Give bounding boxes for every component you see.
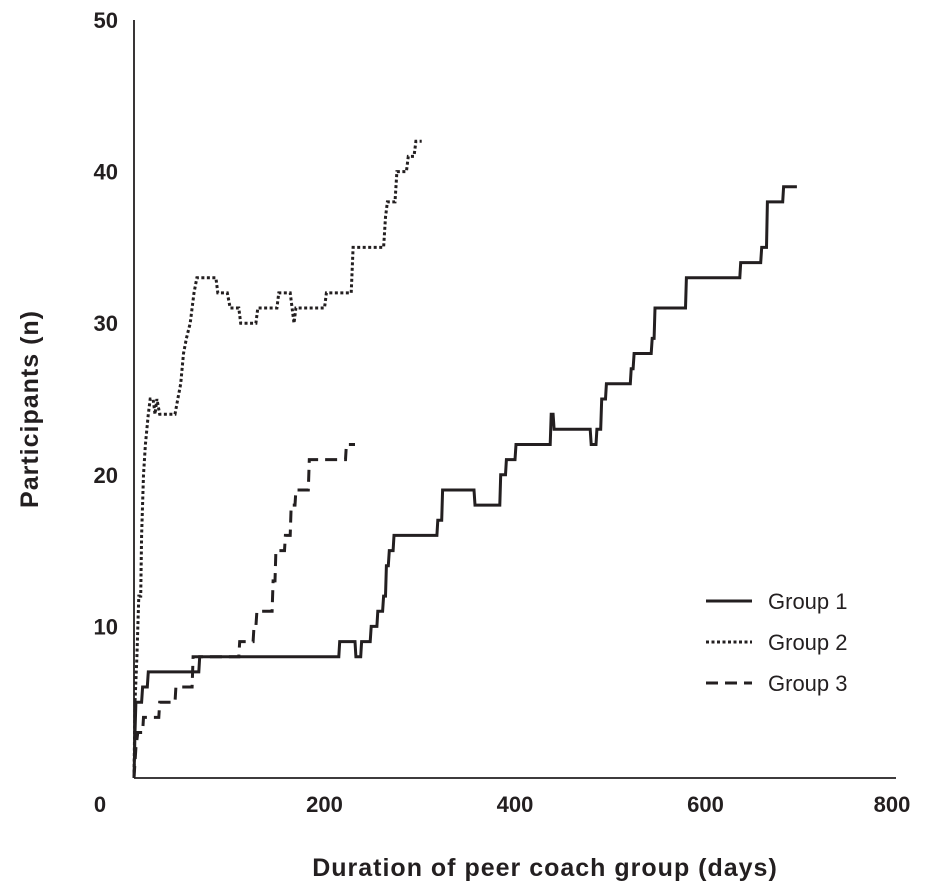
y-axis-title: Participants (n)	[16, 310, 44, 508]
x-tick-label: 200	[306, 792, 343, 817]
series-line-group-1	[132, 185, 797, 779]
y-tick-label: 20	[94, 463, 118, 488]
series-line-group-2	[132, 139, 422, 779]
legend-label-group-1: Group 1	[768, 589, 848, 614]
legend: Group 1 Group 2 Group 3	[706, 589, 848, 696]
x-tick-label: 800	[874, 792, 911, 817]
axes	[133, 20, 896, 779]
y-tick-label: 30	[94, 311, 118, 336]
legend-label-group-2: Group 2	[768, 630, 848, 655]
y-tick-label: 50	[94, 8, 118, 33]
x-tick-label: 0	[94, 792, 106, 817]
x-tick-labels: 0 200 400 600 800	[94, 792, 910, 817]
y-tick-label: 10	[94, 614, 118, 639]
series-lines	[132, 139, 797, 779]
x-tick-label: 400	[497, 792, 534, 817]
x-tick-label: 600	[687, 792, 724, 817]
y-tick-labels: 10 20 30 40 50	[94, 8, 118, 639]
x-axis-title: Duration of peer coach group (days)	[312, 854, 778, 882]
series-line-group-3	[132, 443, 355, 779]
legend-label-group-3: Group 3	[768, 671, 848, 696]
y-tick-label: 40	[94, 160, 118, 185]
